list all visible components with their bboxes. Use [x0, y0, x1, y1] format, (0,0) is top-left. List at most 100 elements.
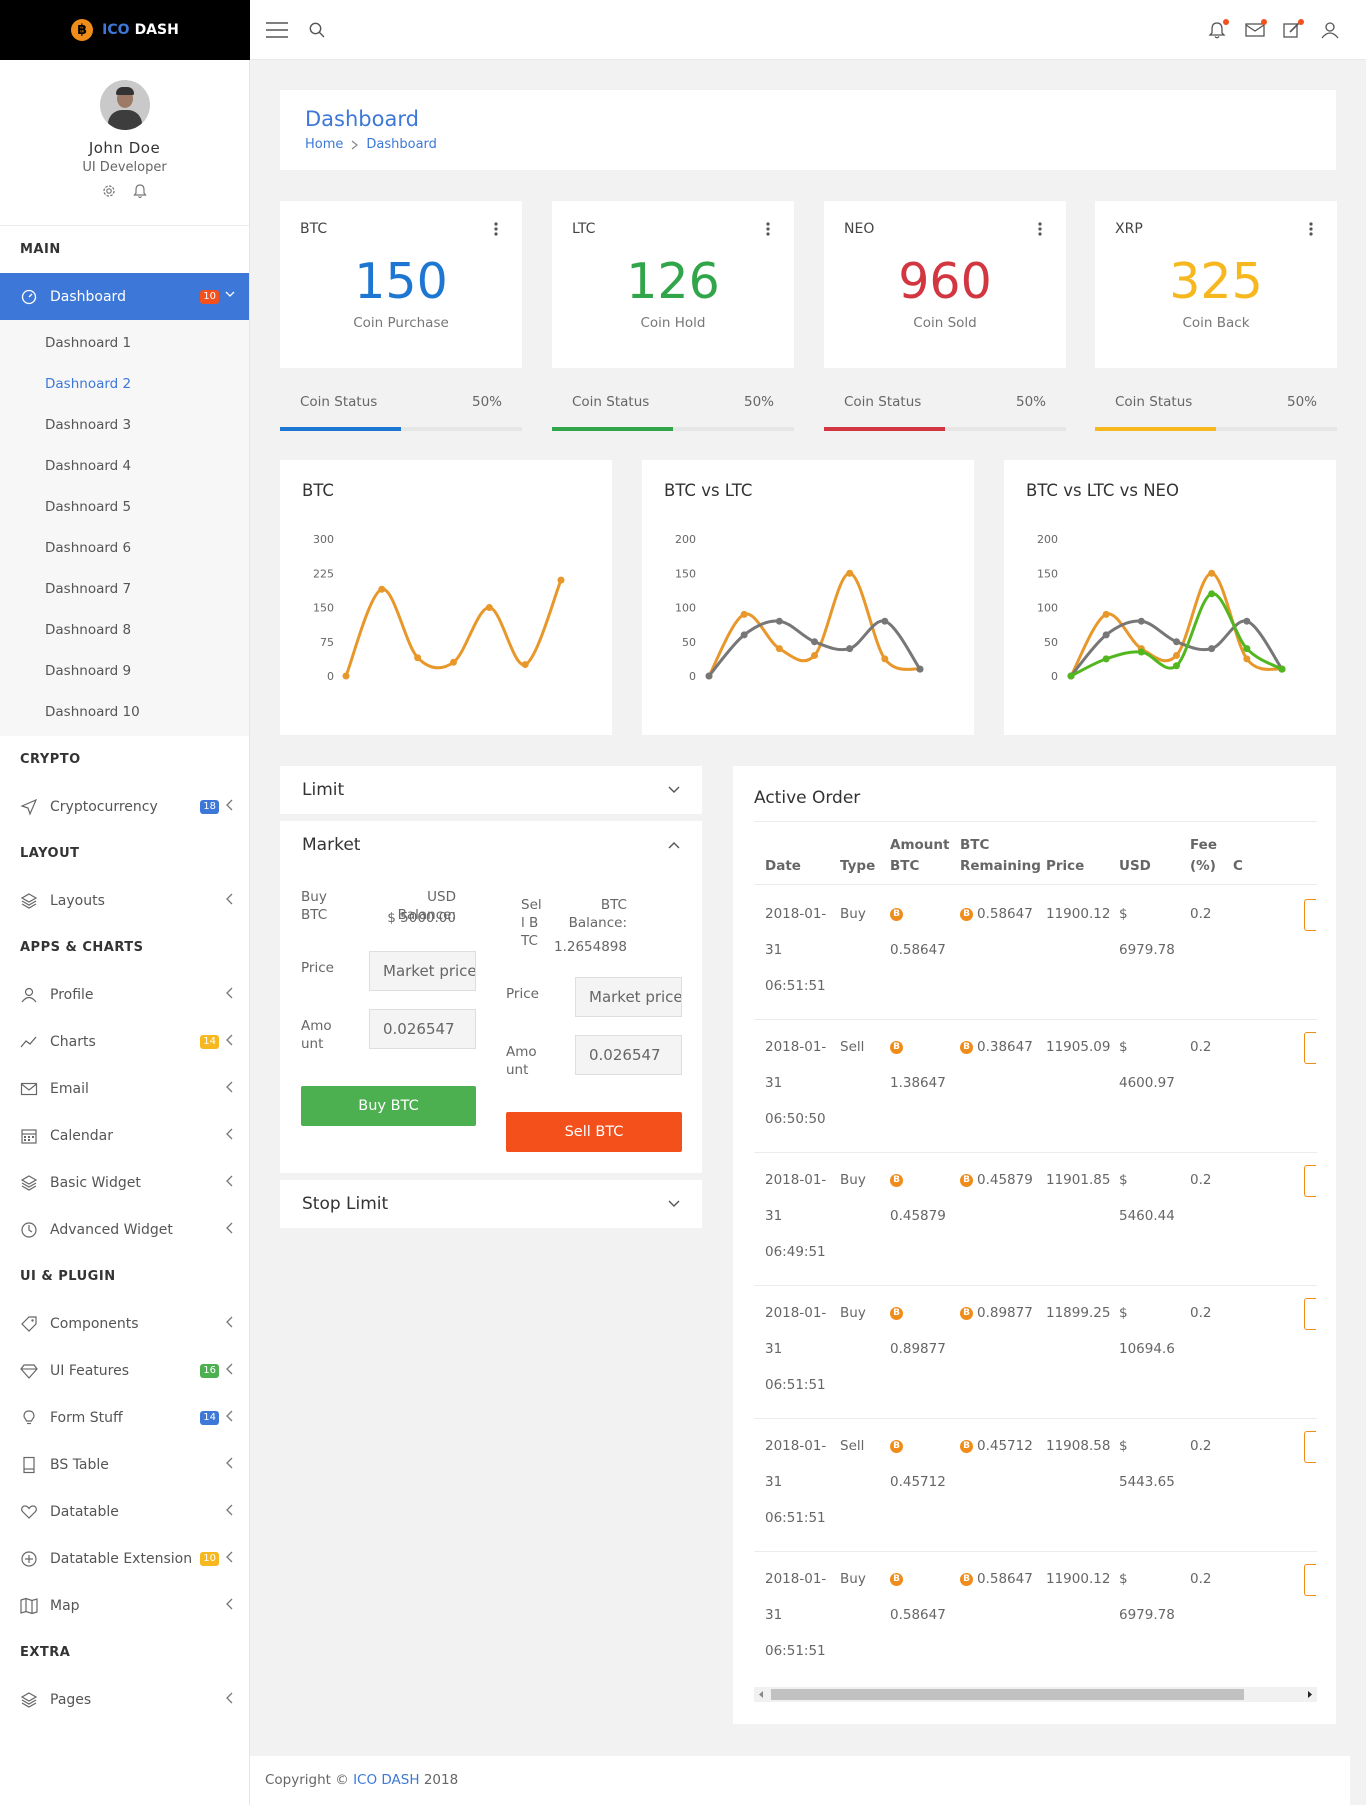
- chevron-down-icon[interactable]: [668, 1200, 680, 1208]
- sidebar-item-layouts[interactable]: Layouts: [0, 877, 249, 924]
- coin-card-neo: NEO 960 Coin Sold Coin Status 50%: [824, 201, 1066, 431]
- breadcrumb-current: Dashboard: [366, 137, 437, 152]
- bell-icon[interactable]: [1205, 18, 1229, 42]
- sell-price-input[interactable]: Market price: [575, 977, 682, 1017]
- sidebar-item-ui-features[interactable]: UI Features 16: [0, 1347, 249, 1394]
- cancel-order-button[interactable]: [1304, 1165, 1316, 1197]
- submenu-item-dashboard-2[interactable]: Dashnoard 2: [45, 376, 132, 392]
- sidebar-item-advanced-widget[interactable]: Advanced Widget: [0, 1206, 249, 1253]
- scrollbar-thumb[interactable]: [771, 1689, 1244, 1700]
- brand-logo[interactable]: ฿ ICO DASH: [0, 0, 250, 60]
- date-cell: 2018-01-31 06:51:51: [765, 1305, 827, 1393]
- coin-value: 150: [354, 253, 448, 310]
- footer-brand-link[interactable]: ICO DASH: [353, 1772, 420, 1788]
- column-header[interactable]: Price: [1046, 858, 1085, 874]
- coin-label: LTC: [572, 221, 596, 237]
- chevron-down-icon: [225, 289, 235, 299]
- horizontal-scrollbar[interactable]: [754, 1687, 1317, 1702]
- sidebar-item-datatable[interactable]: Datatable: [0, 1488, 249, 1535]
- sidebar-item-calendar[interactable]: Calendar: [0, 1112, 249, 1159]
- coin-status-percent: 50%: [1286, 394, 1317, 410]
- submenu-item-dashboard-10[interactable]: Dashnoard 10: [45, 704, 140, 720]
- submenu-item-dashboard-8[interactable]: Dashnoard 8: [45, 622, 132, 638]
- avatar[interactable]: [99, 80, 150, 130]
- submenu-item-dashboard-9[interactable]: Dashnoard 9: [45, 663, 132, 679]
- sidebar-item-label: Email: [50, 1080, 89, 1097]
- sidebar-item-charts[interactable]: Charts 14: [0, 1018, 249, 1065]
- chevron-up-icon[interactable]: [668, 841, 680, 849]
- column-header[interactable]: Amount BTC: [890, 837, 950, 874]
- column-header[interactable]: BTC Remaining: [960, 837, 1041, 874]
- sidebar-item-dashboard[interactable]: Dashboard 10: [0, 273, 249, 320]
- data-point: [1208, 569, 1216, 577]
- submenu-item-dashboard-7[interactable]: Dashnoard 7: [45, 581, 132, 597]
- submenu-item-dashboard-1[interactable]: Dashnoard 1: [45, 335, 132, 351]
- search-icon[interactable]: [305, 18, 329, 42]
- sidebar-item-cryptocurrency[interactable]: Cryptocurrency 18: [0, 783, 249, 830]
- data-point: [1208, 645, 1216, 653]
- chevron-down-icon[interactable]: [668, 786, 680, 794]
- sidebar-item-label: Calendar: [50, 1127, 113, 1144]
- data-point: [881, 655, 889, 663]
- bell-icon[interactable]: [132, 183, 148, 199]
- submenu-item-dashboard-6[interactable]: Dashnoard 6: [45, 540, 132, 556]
- remaining-cell: 0.38647: [977, 1039, 1033, 1055]
- sidebar-item-email[interactable]: Email: [0, 1065, 249, 1112]
- kebab-menu-icon[interactable]: [766, 222, 770, 236]
- y-tick-label: 75: [320, 636, 334, 649]
- sidebar-item-components[interactable]: Components: [0, 1300, 249, 1347]
- submenu-item-dashboard-4[interactable]: Dashnoard 4: [45, 458, 132, 474]
- menu-icon[interactable]: [265, 18, 289, 42]
- buy-btc-button[interactable]: Buy BTC: [301, 1086, 476, 1126]
- calendar-icon: [20, 1127, 38, 1145]
- cancel-order-button[interactable]: [1304, 899, 1316, 931]
- mail-icon[interactable]: [1243, 18, 1267, 42]
- kebab-menu-icon[interactable]: [494, 222, 498, 236]
- sidebar-item-profile[interactable]: Profile: [0, 971, 249, 1018]
- table-icon: [20, 1456, 38, 1474]
- kebab-menu-icon[interactable]: [1038, 222, 1042, 236]
- column-header[interactable]: Date: [765, 858, 801, 874]
- amount-cell: 0.89877: [890, 1341, 946, 1357]
- topbar: [250, 0, 1366, 60]
- edit-icon[interactable]: [1280, 18, 1304, 42]
- section-title-crypto: CRYPTO: [20, 752, 81, 767]
- column-header[interactable]: C: [1233, 858, 1243, 874]
- limit-panel[interactable]: Limit: [280, 766, 702, 814]
- y-tick-label: 150: [1037, 567, 1058, 580]
- coin-status: Coin Status 50%: [280, 368, 522, 431]
- breadcrumb: Home Dashboard: [305, 137, 1311, 152]
- stop-limit-panel[interactable]: Stop Limit: [280, 1180, 702, 1228]
- brand-text-dash: DASH: [134, 22, 179, 38]
- cancel-order-button[interactable]: [1304, 1032, 1316, 1064]
- sidebar-item-map[interactable]: Map: [0, 1582, 249, 1629]
- submenu-item-dashboard-5[interactable]: Dashnoard 5: [45, 499, 132, 515]
- gear-icon[interactable]: [101, 183, 117, 199]
- bitcoin-logo-icon: ฿: [71, 19, 94, 41]
- buy-price-input[interactable]: Market price: [369, 951, 476, 991]
- cancel-order-button[interactable]: [1304, 1564, 1316, 1596]
- sell-amount-input[interactable]: 0.026547: [575, 1035, 682, 1075]
- user-icon[interactable]: [1318, 18, 1342, 42]
- sidebar-item-basic-widget[interactable]: Basic Widget: [0, 1159, 249, 1206]
- sidebar-item-pages[interactable]: Pages: [0, 1676, 249, 1723]
- buy-price-label: Price: [301, 960, 334, 976]
- y-tick-label: 225: [313, 567, 334, 580]
- cancel-order-button[interactable]: [1304, 1431, 1316, 1463]
- column-header[interactable]: USD: [1119, 858, 1151, 874]
- buy-amount-input[interactable]: 0.026547: [369, 1009, 476, 1049]
- kebab-menu-icon[interactable]: [1309, 222, 1313, 236]
- column-header[interactable]: Fee (%): [1190, 837, 1217, 874]
- sidebar-item-datatable-extension[interactable]: Datatable Extension 10: [0, 1535, 249, 1582]
- chevron-left-icon: [225, 987, 235, 999]
- breadcrumb-home-link[interactable]: Home: [305, 137, 344, 152]
- submenu-item-dashboard-3[interactable]: Dashnoard 3: [45, 417, 132, 433]
- sidebar-item-form-stuff[interactable]: Form Stuff 14: [0, 1394, 249, 1441]
- sell-btc-button[interactable]: Sell BTC: [506, 1112, 682, 1152]
- column-header[interactable]: Type: [840, 858, 876, 874]
- sidebar-item-label: BS Table: [50, 1456, 109, 1473]
- type-cell: Buy: [840, 1571, 866, 1587]
- chart-card-3: BTC vs LTC vs NEO 0 50 100 150 200: [1004, 460, 1336, 735]
- cancel-order-button[interactable]: [1304, 1298, 1316, 1330]
- sidebar-item-bs-table[interactable]: BS Table: [0, 1441, 249, 1488]
